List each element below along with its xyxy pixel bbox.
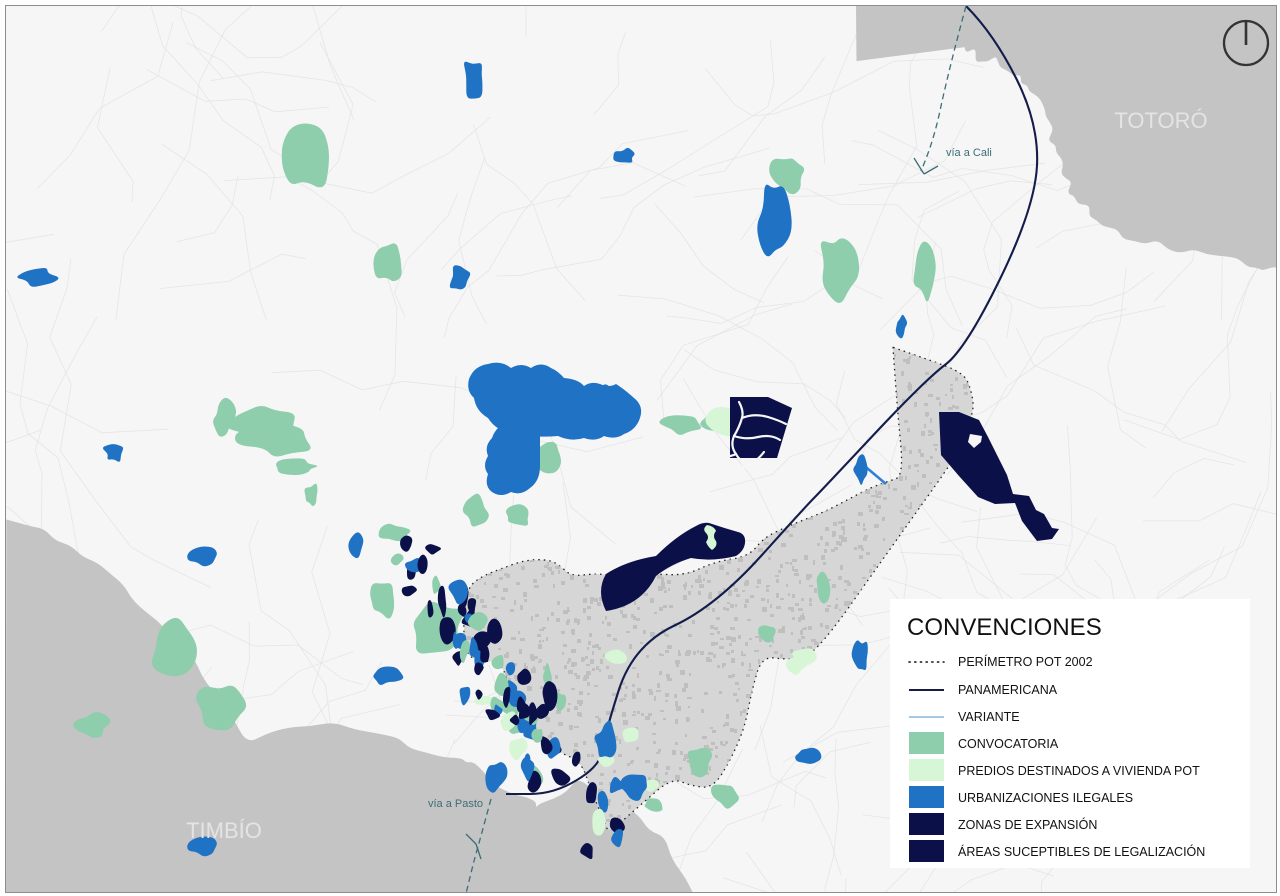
svg-text:CONVOCATORIA: CONVOCATORIA xyxy=(958,737,1059,751)
svg-text:PANAMERICANA: PANAMERICANA xyxy=(958,683,1058,697)
svg-text:PERÍMETRO POT 2002: PERÍMETRO POT 2002 xyxy=(958,654,1093,669)
svg-text:TIMBÍO: TIMBÍO xyxy=(186,818,262,843)
svg-text:VARIANTE: VARIANTE xyxy=(958,710,1020,724)
svg-text:vía a Pasto: vía a Pasto xyxy=(428,798,483,810)
svg-text:vía a Cali: vía a Cali xyxy=(946,147,992,159)
svg-text:TOTORÓ: TOTORÓ xyxy=(1114,108,1207,133)
svg-text:CONVENCIONES: CONVENCIONES xyxy=(907,614,1102,641)
svg-text:ÁREAS SUCEPTIBLES DE LEGALIZAC: ÁREAS SUCEPTIBLES DE LEGALIZACIÓN xyxy=(958,844,1205,859)
svg-text:PREDIOS DESTINADOS A VIVIENDA: PREDIOS DESTINADOS A VIVIENDA POT xyxy=(958,764,1200,778)
svg-text:URBANIZACIONES ILEGALES: URBANIZACIONES ILEGALES xyxy=(958,791,1133,805)
svg-text:ZONAS DE EXPANSIÓN: ZONAS DE EXPANSIÓN xyxy=(958,817,1097,832)
